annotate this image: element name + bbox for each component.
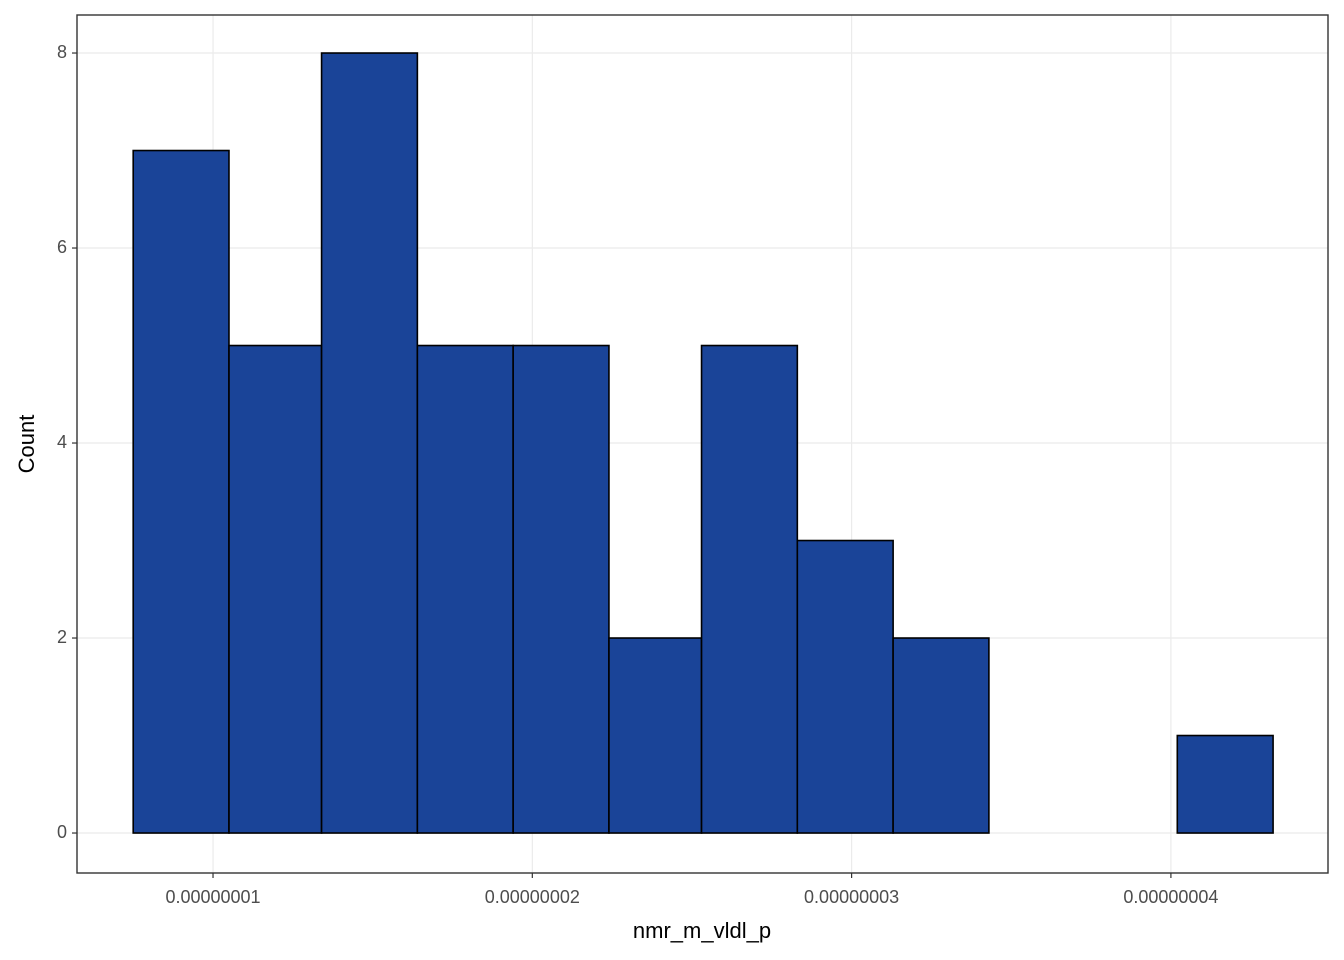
bar xyxy=(320,52,419,834)
y-tick-label: 2 xyxy=(57,627,67,647)
panel-border xyxy=(76,14,1329,874)
bar xyxy=(892,637,990,834)
x-tick-label: 0.00000002 xyxy=(485,887,580,907)
bar xyxy=(1176,734,1274,834)
bar xyxy=(132,149,230,834)
y-tick-label: 6 xyxy=(57,237,67,257)
bar xyxy=(228,344,323,834)
x-tick-label: 0.00000001 xyxy=(165,887,260,907)
bar xyxy=(512,344,610,834)
bar xyxy=(416,344,514,834)
bar xyxy=(700,344,799,834)
y-tick-label: 8 xyxy=(57,42,67,62)
y-tick-label: 4 xyxy=(57,432,67,452)
y-axis-title: Count xyxy=(14,415,39,474)
x-axis-title: nmr_m_vldl_p xyxy=(633,918,771,943)
bar xyxy=(608,637,703,834)
y-tick-label: 0 xyxy=(57,822,67,842)
x-tick-label: 0.00000004 xyxy=(1123,887,1218,907)
bar xyxy=(796,539,894,834)
x-tick-label: 0.00000003 xyxy=(804,887,899,907)
